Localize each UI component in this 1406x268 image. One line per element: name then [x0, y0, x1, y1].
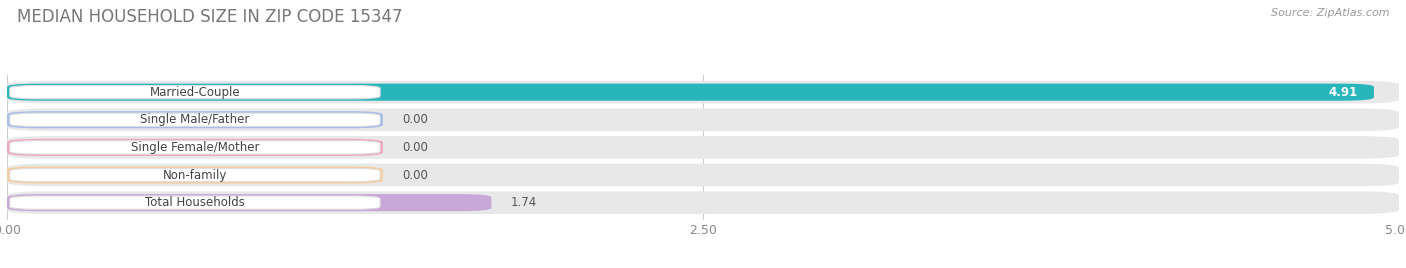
Text: MEDIAN HOUSEHOLD SIZE IN ZIP CODE 15347: MEDIAN HOUSEHOLD SIZE IN ZIP CODE 15347	[17, 8, 402, 26]
Text: 0.00: 0.00	[402, 169, 429, 181]
FancyBboxPatch shape	[10, 196, 380, 209]
FancyBboxPatch shape	[7, 81, 1399, 103]
Text: Single Female/Mother: Single Female/Mother	[131, 141, 259, 154]
FancyBboxPatch shape	[7, 194, 492, 211]
FancyBboxPatch shape	[7, 164, 1399, 186]
FancyBboxPatch shape	[10, 168, 380, 182]
Text: Non-family: Non-family	[163, 169, 228, 181]
Text: 1.74: 1.74	[510, 196, 537, 209]
Text: 0.00: 0.00	[402, 113, 429, 126]
FancyBboxPatch shape	[7, 109, 1399, 131]
Text: Source: ZipAtlas.com: Source: ZipAtlas.com	[1271, 8, 1389, 18]
FancyBboxPatch shape	[7, 166, 382, 184]
FancyBboxPatch shape	[10, 113, 380, 126]
Text: 4.91: 4.91	[1327, 86, 1357, 99]
FancyBboxPatch shape	[7, 191, 1399, 214]
FancyBboxPatch shape	[7, 139, 382, 156]
Text: Married-Couple: Married-Couple	[149, 86, 240, 99]
FancyBboxPatch shape	[7, 84, 1374, 101]
FancyBboxPatch shape	[10, 141, 380, 154]
FancyBboxPatch shape	[7, 136, 1399, 159]
FancyBboxPatch shape	[10, 85, 380, 99]
Text: Single Male/Father: Single Male/Father	[141, 113, 250, 126]
Text: 0.00: 0.00	[402, 141, 429, 154]
FancyBboxPatch shape	[7, 111, 382, 128]
Text: Total Households: Total Households	[145, 196, 245, 209]
